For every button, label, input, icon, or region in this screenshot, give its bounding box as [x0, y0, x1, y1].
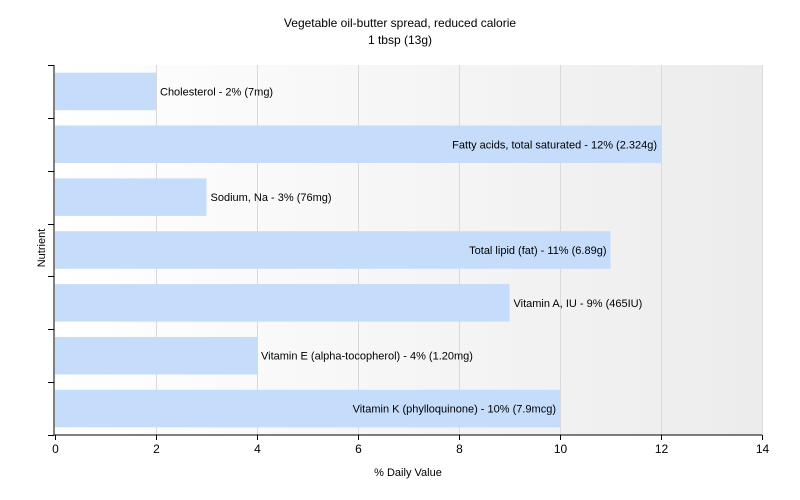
x-axis-label: % Daily Value: [374, 467, 442, 479]
x-tick-label: 6: [355, 442, 362, 456]
x-tick-label: 8: [456, 442, 463, 456]
bars: [55, 72, 661, 428]
bar-label: Fatty acids, total saturated - 12% (2.32…: [452, 139, 657, 151]
bar-label: Vitamin E (alpha-tocopherol) - 4% (1.20m…: [261, 351, 473, 363]
y-axis-label: Nutrient: [36, 229, 48, 268]
bar-label: Vitamin K (phylloquinone) - 10% (7.9mcg): [353, 404, 556, 416]
x-tick-label: 10: [554, 442, 568, 456]
bar: [55, 284, 510, 322]
bar: [55, 72, 156, 111]
chart-title: Vegetable oil-butter spread, reduced cal…: [284, 16, 516, 30]
x-ticks: 0 2 4 6 8 10 12 14: [52, 435, 769, 456]
bar-label: Sodium, Na - 3% (76mg): [211, 192, 332, 204]
x-tick-label: 0: [52, 442, 59, 456]
bar: [55, 336, 257, 375]
bar: [55, 231, 611, 269]
chart-subtitle: 1 tbsp (13g): [368, 33, 432, 47]
bar: [55, 389, 560, 428]
x-tick-label: 4: [254, 442, 261, 456]
x-tick-label: 12: [655, 442, 669, 456]
bar-label: Total lipid (fat) - 11% (6.89g): [469, 245, 606, 257]
bar: [55, 178, 207, 216]
bar-labels: Cholesterol - 2% (7mg) Fatty acids, total…: [160, 86, 657, 415]
y-ticks: [48, 65, 54, 436]
bar: [55, 125, 661, 164]
x-tick-label: 14: [756, 442, 770, 456]
bar-label: Vitamin A, IU - 9% (465IU): [514, 298, 643, 310]
bar-label: Cholesterol - 2% (7mg): [160, 86, 273, 98]
x-tick-label: 2: [153, 442, 160, 456]
